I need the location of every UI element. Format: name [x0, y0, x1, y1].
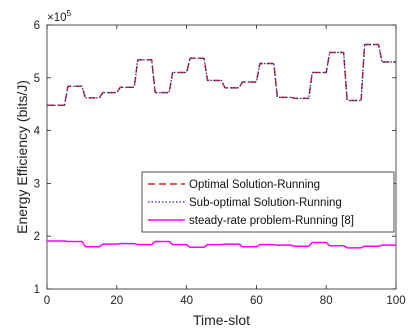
y-tick-label: 2 [34, 231, 40, 243]
legend-label-suboptimal: Sub-optimal Solution-Running [189, 197, 342, 209]
y-axis-label: Energy Efficiency (bits/J) [14, 80, 30, 234]
y-tick-label: 6 [34, 20, 40, 32]
y-tick-label: 5 [34, 73, 40, 85]
y-tick-label: 4 [34, 126, 41, 138]
x-tick-label: 80 [320, 295, 333, 307]
legend: Optimal Solution-Running Sub-optimal Sol… [142, 172, 394, 232]
x-tick-label: 20 [110, 295, 123, 307]
x-tick-label: 60 [250, 295, 263, 307]
x-tick-label: 0 [44, 295, 50, 307]
legend-label-steady: steady-rate problem-Running [8] [189, 215, 354, 227]
x-tick-label: 100 [386, 295, 405, 307]
y-tick-label: 1 [34, 284, 40, 296]
plot-area [47, 25, 396, 289]
y-tick-label: 3 [34, 178, 40, 190]
legend-label-optimal: Optimal Solution-Running [189, 179, 320, 191]
x-axis-label: Time-slot [193, 312, 250, 328]
x-tick-label: 40 [180, 295, 193, 307]
axes-box [47, 25, 396, 289]
